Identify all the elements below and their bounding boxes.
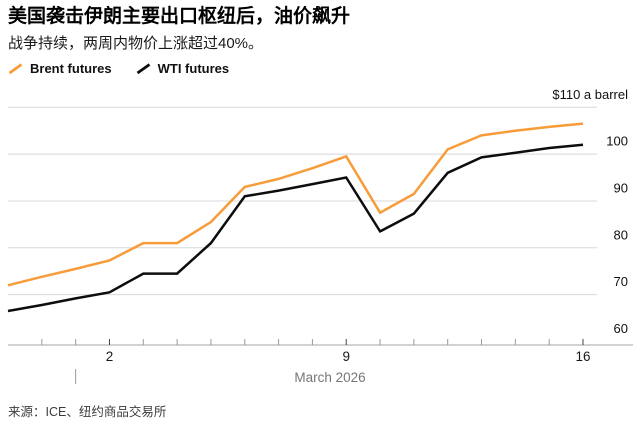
source-note: 来源：ICE、纽约商品交易所: [8, 405, 167, 419]
x-axis-label: 16: [575, 349, 590, 364]
legend-label-brent: Brent futures: [30, 61, 112, 76]
chart-title: 美国袭击伊朗主要出口枢纽后，油价飙升: [8, 6, 351, 27]
wti-line-icon: [136, 63, 150, 75]
brent-series-line: [7, 122, 584, 287]
y-axis-label: 80: [614, 227, 628, 242]
chart-legend: Brent futures WTI futures: [8, 61, 229, 76]
y-axis-label: 100: [606, 134, 628, 149]
x-axis-title: March 2026: [294, 370, 365, 385]
wti-series-line: [7, 143, 584, 313]
legend-label-wti: WTI futures: [157, 61, 230, 76]
brent-line-icon: [8, 63, 23, 75]
x-axis-label: 9: [342, 349, 350, 364]
legend-item-wti: WTI futures: [136, 61, 230, 76]
y-axis-label: 60: [614, 321, 628, 336]
y-axis-label: 90: [614, 180, 628, 195]
y-axis-label: 70: [614, 274, 628, 289]
y-axis-label: $110 a barrel: [552, 87, 628, 102]
legend-item-brent: Brent futures: [8, 61, 112, 76]
chart-subtitle: 战争持续，两周内物价上涨超过40%。: [8, 35, 264, 52]
x-axis-label: 2: [106, 349, 114, 364]
